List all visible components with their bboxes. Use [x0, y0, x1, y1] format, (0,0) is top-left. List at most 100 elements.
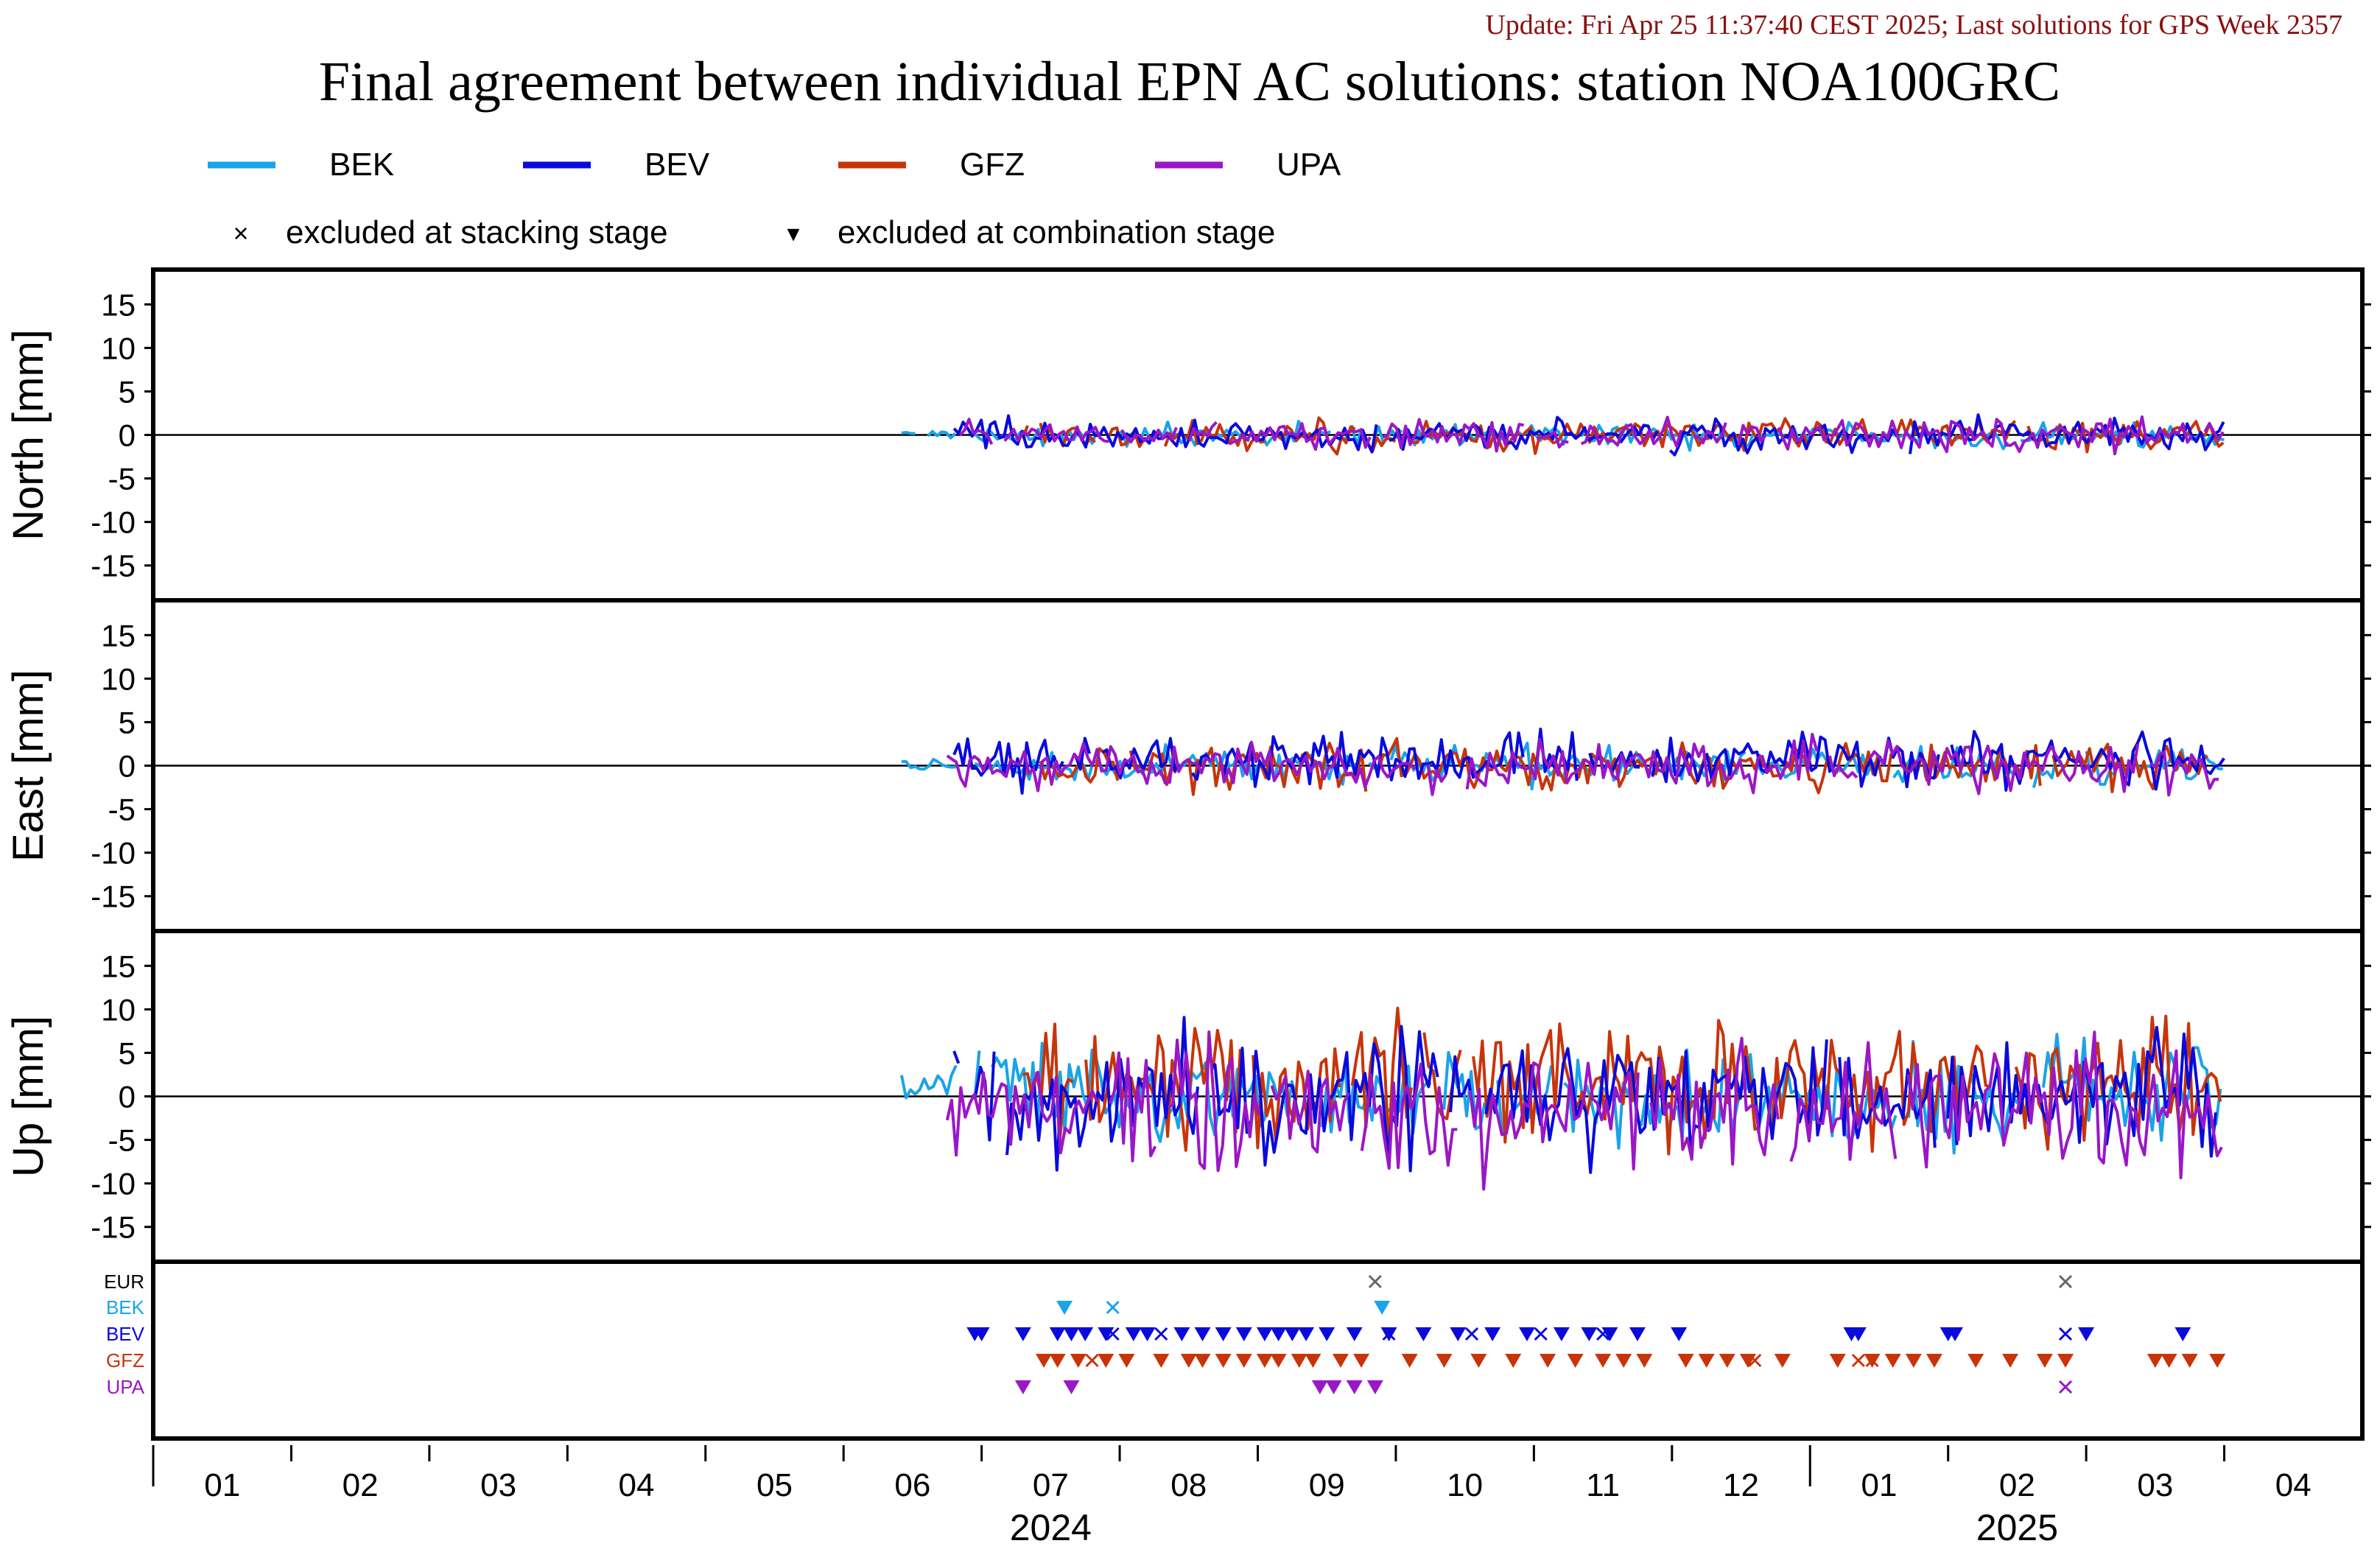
- series-line-upa-east: [946, 732, 2219, 797]
- y-tick-label-east: 10: [101, 661, 136, 696]
- combination-exclusion-mark-gfz: [1698, 1354, 1715, 1368]
- combination-exclusion-mark-bev: [1173, 1327, 1190, 1341]
- combination-exclusion-mark-gfz: [1353, 1354, 1370, 1368]
- y-tick-label-up: 0: [119, 1080, 136, 1114]
- legend-label-bev: BEV: [645, 147, 710, 183]
- combination-exclusion-mark-gfz: [1774, 1354, 1791, 1368]
- x-month-label: 05: [757, 1467, 793, 1503]
- y-tick-label-up: 15: [101, 949, 136, 983]
- combination-exclusion-mark-bev: [1415, 1327, 1432, 1341]
- combination-exclusion-mark-bev: [1581, 1327, 1598, 1341]
- legend-combination-label: excluded at combination stage: [838, 214, 1275, 250]
- combination-exclusion-mark-upa: [1063, 1380, 1080, 1394]
- combination-exclusion-mark-bev: [1519, 1327, 1536, 1341]
- combination-exclusion-mark-gfz: [2002, 1354, 2019, 1368]
- combination-exclusion-mark-bev: [1671, 1327, 1688, 1341]
- combination-exclusion-mark-gfz: [1215, 1354, 1232, 1368]
- combination-exclusion-mark-bev: [1601, 1327, 1618, 1341]
- stacking-exclusion-mark-bev: [1464, 1327, 1479, 1341]
- y-tick-label-north: 0: [119, 418, 136, 453]
- x-month-label: 07: [1033, 1467, 1069, 1503]
- legend-combination-symbol: ▾: [787, 219, 799, 247]
- combination-exclusion-mark-gfz: [1401, 1354, 1418, 1368]
- combination-exclusion-mark-gfz: [2209, 1354, 2226, 1368]
- x-month-label: 03: [480, 1467, 516, 1503]
- combination-exclusion-mark-bev: [2078, 1327, 2095, 1341]
- combination-exclusion-mark-bek: [1056, 1301, 1073, 1315]
- combination-exclusion-mark-gfz: [1967, 1354, 1984, 1368]
- x-month-label: 02: [343, 1467, 379, 1503]
- y-tick-label-up: -10: [91, 1167, 136, 1201]
- combination-exclusion-mark-gfz: [1864, 1354, 1881, 1368]
- x-month-label: 04: [619, 1467, 655, 1503]
- legend-label-gfz: GFZ: [960, 147, 1025, 183]
- x-month-label: 02: [1999, 1467, 2035, 1503]
- combination-exclusion-mark-gfz: [1098, 1354, 1114, 1368]
- combination-exclusion-mark-gfz: [2160, 1354, 2177, 1368]
- x-month-label: 09: [1309, 1467, 1345, 1503]
- exclusion-panel: EUR BEK BEV GFZ UPA: [104, 1260, 2365, 1441]
- combination-exclusion-mark-bev: [1947, 1327, 1964, 1341]
- combination-exclusion-mark-gfz: [1180, 1354, 1197, 1368]
- legend: BEK BEV GFZ UPA × excluded at stacking stage ▾…: [208, 147, 1341, 250]
- y-tick-label-north: -5: [108, 462, 136, 496]
- combination-exclusion-mark-gfz: [1194, 1354, 1211, 1368]
- y-tick-label-north: -15: [91, 549, 136, 583]
- panel-up: 15 10 5 0 -5 -10 -15 Up [mm]: [4, 929, 2371, 1264]
- combination-exclusion-mark-gfz: [1905, 1354, 1922, 1368]
- combination-exclusion-mark-upa: [1014, 1380, 1031, 1394]
- combination-exclusion-mark-gfz: [1595, 1354, 1612, 1368]
- combination-exclusion-mark-gfz: [1118, 1354, 1135, 1368]
- y-tick-label-north: -10: [91, 505, 136, 540]
- combination-exclusion-mark-bev: [1077, 1327, 1094, 1341]
- combination-exclusion-mark-gfz: [1505, 1354, 1522, 1368]
- stacking-exclusion-mark-upa: [2058, 1380, 2073, 1394]
- combination-exclusion-mark-gfz: [1291, 1354, 1307, 1368]
- combination-exclusion-mark-bev: [1284, 1327, 1301, 1341]
- combination-exclusion-mark-gfz: [1305, 1354, 1321, 1368]
- combination-exclusion-mark-bev: [1270, 1327, 1287, 1341]
- y-tick-label-north: 5: [119, 374, 136, 409]
- y-tick-label-east: 5: [119, 705, 136, 740]
- y-tick-label-east: -5: [108, 793, 136, 827]
- combination-exclusion-mark-bev: [1298, 1327, 1315, 1341]
- combination-exclusion-mark-gfz: [2036, 1354, 2053, 1368]
- x-month-label: 01: [1861, 1467, 1897, 1503]
- combination-exclusion-mark-gfz: [1256, 1354, 1273, 1368]
- stacking-exclusion-mark-bev: [1534, 1327, 1548, 1341]
- update-text: Update: Fri Apr 25 11:37:40 CEST 2025; L…: [1485, 10, 2342, 41]
- combination-exclusion-mark-bev: [1553, 1327, 1570, 1341]
- x-month-label: 12: [1723, 1467, 1759, 1503]
- stacking-exclusion-mark-eur: [1368, 1274, 1382, 1289]
- exclusion-row-label-eur: EUR: [104, 1271, 144, 1293]
- legend-label-upa: UPA: [1277, 147, 1341, 183]
- exclusion-frame: [151, 1260, 2365, 1441]
- y-tick-label-up: -15: [91, 1210, 136, 1245]
- combination-exclusion-mark-bev: [1194, 1327, 1211, 1341]
- x-month-label: 11: [1586, 1467, 1620, 1503]
- combination-exclusion-mark-bev: [973, 1327, 990, 1341]
- panel-east: 15 10 5 0 -5 -10 -15 East [mm]: [4, 598, 2371, 933]
- x-month-label: 03: [2137, 1467, 2173, 1503]
- y-tick-label-up: -5: [108, 1123, 136, 1158]
- plot-panels: 15 10 5 0 -5 -10 -15 North [mm] 15 10 5 0 -5 -10 -15 Ea…: [4, 267, 2371, 1264]
- combination-exclusion-mark-bev: [2174, 1327, 2191, 1341]
- combination-exclusion-mark-gfz: [1567, 1354, 1584, 1368]
- combination-exclusion-mark-gfz: [2181, 1354, 2198, 1368]
- combination-exclusion-mark-bev: [1256, 1327, 1273, 1341]
- combination-exclusion-mark-bev: [1629, 1327, 1646, 1341]
- y-tick-label-north: 15: [101, 287, 136, 322]
- x-year-label: 2025: [1976, 1507, 2058, 1545]
- combination-exclusion-mark-bev: [1215, 1327, 1232, 1341]
- combination-exclusion-mark-bev: [1125, 1327, 1142, 1341]
- combination-exclusion-mark-bev: [1063, 1327, 1080, 1341]
- combination-exclusion-mark-bek: [1374, 1301, 1391, 1315]
- combination-exclusion-mark-bev: [1098, 1327, 1114, 1341]
- combination-exclusion-mark-bev: [1235, 1327, 1252, 1341]
- x-month-label: 08: [1170, 1467, 1207, 1503]
- combination-exclusion-mark-upa: [1366, 1380, 1383, 1394]
- legend-stacking-label: excluded at stacking stage: [286, 214, 668, 250]
- combination-exclusion-mark-gfz: [1677, 1354, 1694, 1368]
- combination-exclusion-mark-upa: [1346, 1380, 1363, 1394]
- exclusion-row-label-gfz: GFZ: [106, 1349, 144, 1371]
